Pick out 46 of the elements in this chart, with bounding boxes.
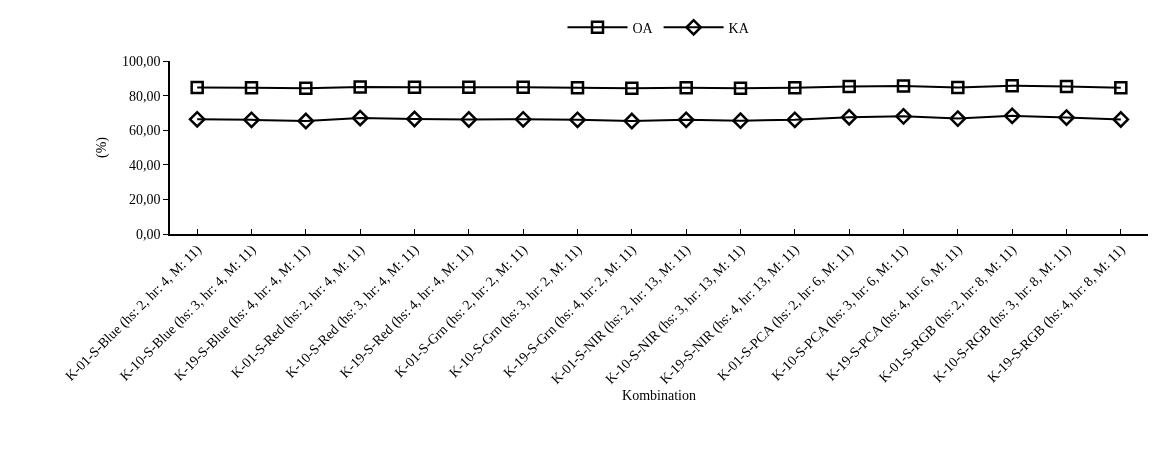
- point: [679, 81, 693, 95]
- point: [570, 81, 585, 95]
- point: [732, 112, 749, 130]
- x-axis-title: Kombination: [622, 387, 696, 403]
- point: [190, 80, 204, 95]
- point: [462, 80, 476, 95]
- point: [514, 110, 532, 128]
- point: [407, 80, 422, 95]
- point: [951, 80, 965, 95]
- point: [895, 107, 912, 125]
- y-tick-label: 100,00: [121, 53, 161, 69]
- point: [244, 81, 259, 95]
- point: [733, 81, 748, 95]
- point: [786, 111, 804, 129]
- point: [297, 112, 315, 130]
- y-tick-label: 80,00: [128, 88, 161, 104]
- point: [243, 111, 260, 129]
- point: [1112, 111, 1130, 128]
- point: [299, 81, 313, 96]
- point: [569, 111, 586, 129]
- legend-label: KA: [728, 20, 750, 36]
- point: [677, 111, 695, 129]
- point: [625, 81, 639, 96]
- point: [840, 108, 858, 126]
- point: [516, 80, 530, 95]
- y-tick-label: 60,00: [128, 123, 161, 139]
- point: [896, 79, 911, 93]
- point: [353, 80, 367, 94]
- point: [842, 79, 856, 94]
- point: [1003, 107, 1021, 125]
- y-tick-label: 20,00: [128, 192, 161, 208]
- legend-label: OA: [632, 20, 654, 36]
- point: [949, 110, 967, 128]
- point: [1005, 78, 1019, 93]
- y-axis-title: (%): [94, 136, 111, 158]
- point: [406, 110, 423, 128]
- point: [351, 109, 369, 127]
- point: [1058, 109, 1075, 126]
- point: [188, 110, 206, 128]
- point: [788, 81, 802, 95]
- point: [623, 112, 641, 130]
- point: [1114, 81, 1128, 95]
- y-tick-label: 40,00: [128, 157, 161, 173]
- y-tick-label: 0,00: [135, 226, 161, 242]
- point: [1059, 79, 1074, 94]
- point: [460, 111, 478, 128]
